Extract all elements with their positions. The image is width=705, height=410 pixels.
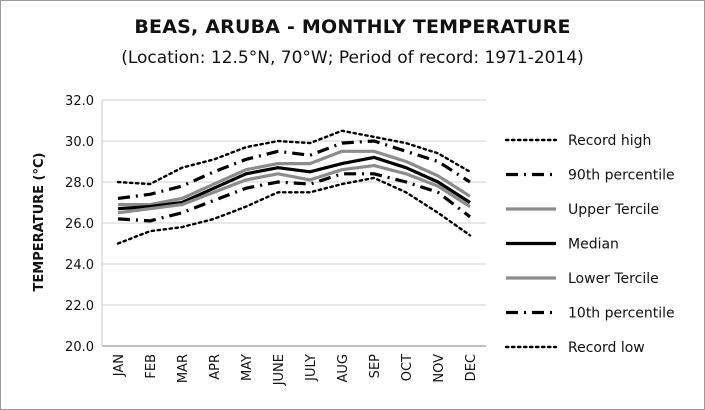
chart-subtitle: (Location: 12.5°N, 70°W; Period of recor… [121,48,584,68]
y-tick-label: 22.0 [65,299,94,314]
legend-label: 10th percentile [568,306,675,322]
legend-label: 90th percentile [568,168,675,184]
legend-label: Upper Tercile [568,202,659,218]
y-tick-label: 26.0 [65,217,94,232]
x-tick-label: NOV [432,354,447,383]
y-axis-label: TEMPERATURE (°C) [32,153,47,292]
chart-title: BEAS, ARUBA - MONTHLY TEMPERATURE [134,16,571,38]
y-tick-label: 28.0 [65,176,94,191]
y-tick-label: 24.0 [65,258,94,273]
series-line [116,176,472,245]
legend-label: Lower Tercile [568,271,659,287]
y-tick-label: 32.0 [65,94,94,109]
x-tick-label: SEP [368,354,383,378]
y-tick-label: 30.0 [65,135,94,150]
legend-label: Median [568,237,619,253]
series-lines [116,129,472,245]
series-line [117,139,471,200]
x-tick-label: MAY [240,354,255,381]
x-tick-label: DEC [464,354,479,381]
x-tick-label: OCT [400,354,415,381]
series-line [118,149,471,207]
x-tick-label: JAN [112,354,127,377]
series-line [117,172,471,223]
x-tick-labels: JAN FEB MAR APR MAY JUNE JULY AUG SEP OCT NOV DEC [112,354,479,386]
x-tick-label: MAR [176,354,191,383]
gridlines [102,99,486,347]
series-line [116,129,472,186]
legend-label: Record high [568,133,651,149]
x-tick-label: JULY [304,354,319,382]
x-tick-label: APR [208,354,223,380]
x-tick-label: AUG [336,354,351,382]
series-line [117,155,471,211]
series-line [117,164,471,215]
x-tick-label: JUNE [272,354,287,386]
axes [101,100,486,347]
legend: Record high 90th percentile Upper Tercile M… [504,133,675,356]
legend-label: Record low [568,340,645,356]
y-tick-label: 20.0 [65,340,94,355]
x-tick-label: FEB [144,354,159,379]
y-tick-labels: 20.0 22.0 24.0 26.0 28.0 30.0 32.0 [65,94,94,355]
